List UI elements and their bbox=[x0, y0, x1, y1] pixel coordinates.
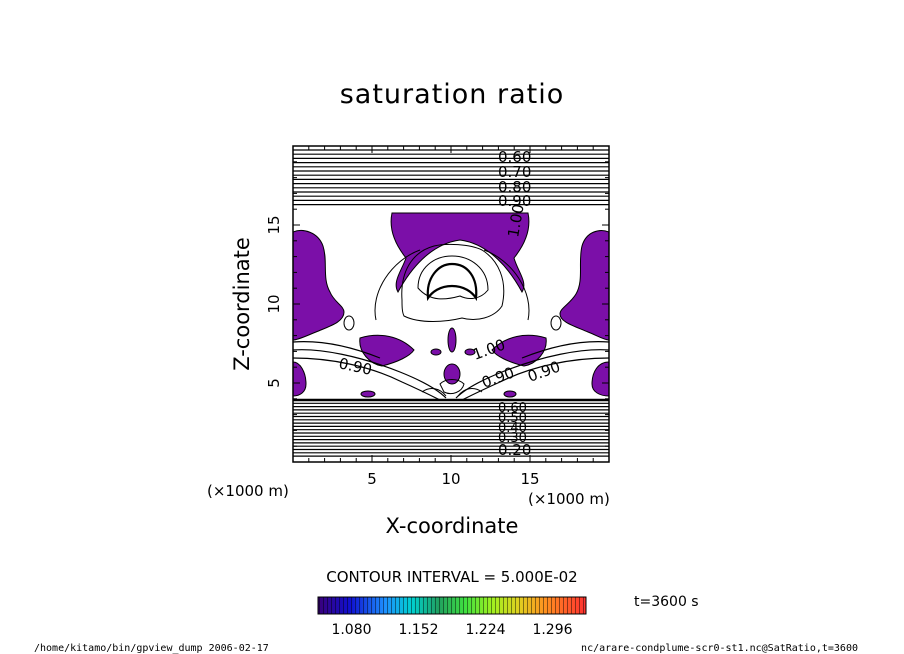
contour-arch-outer bbox=[401, 243, 505, 322]
footer-left: /home/kitamo/bin/gpview_dump 2006-02-17 bbox=[34, 643, 269, 654]
center-stalk-region bbox=[447, 327, 457, 353]
x-tick-label: 15 bbox=[520, 470, 539, 488]
small-region-1 bbox=[360, 390, 376, 398]
mid-right-region bbox=[491, 334, 547, 367]
contour-center-cluster bbox=[421, 379, 483, 397]
contour-label-090-top: 0.90 bbox=[498, 192, 531, 210]
contour-lower-right-band bbox=[455, 341, 609, 401]
plot-area: 0.60 0.70 0.80 0.90 1.00 1.00 0.90 0.90 … bbox=[293, 146, 609, 462]
colorbar-tick-label: 1.224 bbox=[465, 622, 505, 638]
top-center-region bbox=[390, 212, 530, 294]
contour-label-030-low: 0.30 bbox=[498, 431, 527, 446]
y-unit-label: (×1000 m) bbox=[207, 482, 289, 500]
contour-label-080: 0.80 bbox=[498, 178, 531, 196]
colorbar-tick-label: 1.152 bbox=[398, 622, 438, 638]
time-label: t=3600 s bbox=[634, 594, 699, 610]
colorbar-tick-label: 1.296 bbox=[532, 622, 572, 638]
supersaturated-regions bbox=[293, 212, 609, 398]
y-tick-labels: 5 10 15 bbox=[265, 215, 283, 387]
contour-label-050-low: 0.50 bbox=[498, 411, 527, 426]
x-unit-label: (×1000 m) bbox=[528, 490, 610, 508]
contour-label-060-low: 0.60 bbox=[498, 401, 527, 416]
center-cell-region bbox=[443, 363, 461, 385]
lower-contour-lines bbox=[293, 398, 609, 457]
y-tick-label: 10 bbox=[265, 294, 283, 313]
contour-label-040-low: 0.40 bbox=[498, 421, 527, 436]
small-region-2 bbox=[430, 348, 442, 356]
left-edge-region bbox=[293, 230, 345, 341]
colorbar: 1.080 1.152 1.224 1.296 bbox=[317, 596, 587, 638]
right-edge-region bbox=[559, 230, 609, 341]
contour-arch-mid bbox=[417, 255, 489, 300]
contour-left-loop bbox=[343, 315, 355, 331]
x-tick-label: 10 bbox=[441, 470, 460, 488]
contour-label-070: 0.70 bbox=[498, 163, 531, 181]
contour-arch-inner bbox=[426, 262, 478, 302]
colorbar-tick-label: 1.080 bbox=[331, 622, 371, 638]
contour-arch-wide bbox=[374, 249, 530, 321]
left-lower-region bbox=[293, 361, 307, 397]
x-tick-label: 5 bbox=[367, 470, 377, 488]
right-lower-region bbox=[591, 361, 609, 397]
interior-contours bbox=[293, 243, 609, 401]
y-tick-label: 5 bbox=[265, 378, 283, 388]
small-region-3 bbox=[464, 348, 476, 356]
mid-left-region bbox=[359, 334, 415, 367]
footer-right: nc/arare-condplume-scr0-st1.nc@SatRatio,… bbox=[581, 643, 858, 654]
colorbar-frame bbox=[317, 596, 587, 615]
contour-label-100-top: 1.00 bbox=[504, 203, 528, 239]
x-axis-title: X-coordinate bbox=[386, 514, 519, 538]
axis-ticks bbox=[293, 146, 609, 462]
contour-right-loop bbox=[550, 315, 562, 331]
contour-interval-label: CONTOUR INTERVAL = 5.000E-02 bbox=[326, 568, 577, 586]
y-axis-title: Z-coordinate bbox=[230, 237, 254, 371]
contour-label-020: 0.20 bbox=[498, 441, 531, 459]
chart-title: saturation ratio bbox=[340, 79, 565, 110]
upper-contour-lines bbox=[293, 149, 609, 206]
y-tick-label: 15 bbox=[265, 215, 283, 234]
colorbar-stripes bbox=[318, 597, 586, 614]
small-region-4 bbox=[503, 390, 517, 398]
x-tick-labels: 5 10 15 bbox=[367, 470, 539, 488]
contour-label-060: 0.60 bbox=[498, 148, 531, 166]
